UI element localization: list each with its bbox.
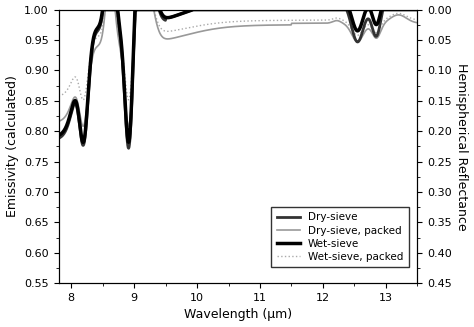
Legend: Dry-sieve, Dry-sieve, packed, Wet-sieve, Wet-sieve, packed: Dry-sieve, Dry-sieve, packed, Wet-sieve,… xyxy=(272,207,409,267)
Y-axis label: Emissivity (calculated): Emissivity (calculated) xyxy=(6,76,18,217)
Y-axis label: Hemispherical Reflectance: Hemispherical Reflectance xyxy=(456,62,468,230)
X-axis label: Wavelength (μm): Wavelength (μm) xyxy=(184,308,292,321)
